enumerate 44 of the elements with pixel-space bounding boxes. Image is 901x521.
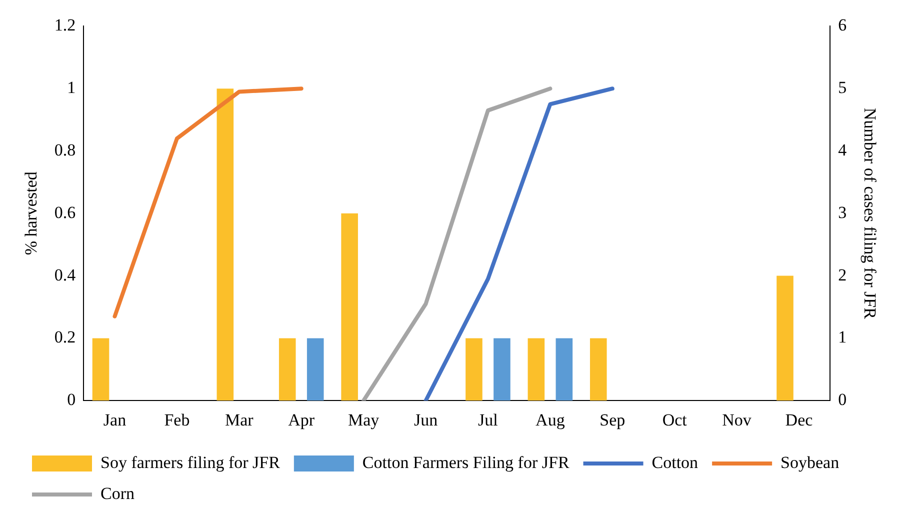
y-tick-label: 1.2 xyxy=(54,16,76,35)
x-tick-label: Dec xyxy=(785,410,814,430)
y2-tick-label: 5 xyxy=(838,78,847,98)
legend-label: Cotton Farmers Filing for JFR xyxy=(362,452,570,472)
bar xyxy=(776,276,794,401)
legend-label: Corn xyxy=(100,484,135,503)
x-tick-label: Mar xyxy=(224,410,254,430)
bar xyxy=(278,338,296,401)
y2-axis-title: Number of cases filing for JFR xyxy=(860,108,880,320)
x-tick-label: Feb xyxy=(164,410,190,430)
y-tick-label: 0.4 xyxy=(54,265,76,284)
bar xyxy=(590,338,607,401)
y-tick-label: 0 xyxy=(67,390,76,410)
legend-label: Soybean xyxy=(780,452,840,472)
bar xyxy=(341,213,358,401)
bar xyxy=(306,338,324,401)
x-tick-label: Apr xyxy=(288,410,315,430)
y-tick-label: 0.6 xyxy=(54,202,76,222)
x-tick-label: May xyxy=(348,410,380,430)
bar xyxy=(528,338,545,401)
x-tick-label: Aug xyxy=(536,410,566,430)
y2-tick-label: 6 xyxy=(838,16,847,35)
bar xyxy=(494,338,510,401)
y-tick-label: 0.8 xyxy=(54,140,76,160)
legend-label: Soy farmers filing for JFR xyxy=(100,452,281,472)
y-tick-label: 1 xyxy=(67,78,76,98)
y2-tick-label: 1 xyxy=(838,328,847,347)
y-tick-label: 0.2 xyxy=(54,328,76,347)
bar xyxy=(556,338,573,401)
x-tick-label: Jan xyxy=(103,410,127,430)
y2-tick-label: 2 xyxy=(838,265,847,284)
x-tick-label: Nov xyxy=(722,410,752,430)
x-tick-label: Jun xyxy=(414,410,438,430)
x-tick-label: Jul xyxy=(478,410,498,430)
x-tick-label: Sep xyxy=(600,410,626,430)
y2-tick-label: 3 xyxy=(838,202,847,222)
x-tick-label: Oct xyxy=(662,410,688,430)
y2-tick-label: 0 xyxy=(838,390,847,410)
y-axis-title: % harvested xyxy=(22,171,41,256)
bar xyxy=(92,338,110,401)
bar xyxy=(466,338,482,401)
y2-tick-label: 4 xyxy=(838,140,848,160)
bar xyxy=(216,88,234,401)
legend-label: Cotton xyxy=(652,452,699,472)
